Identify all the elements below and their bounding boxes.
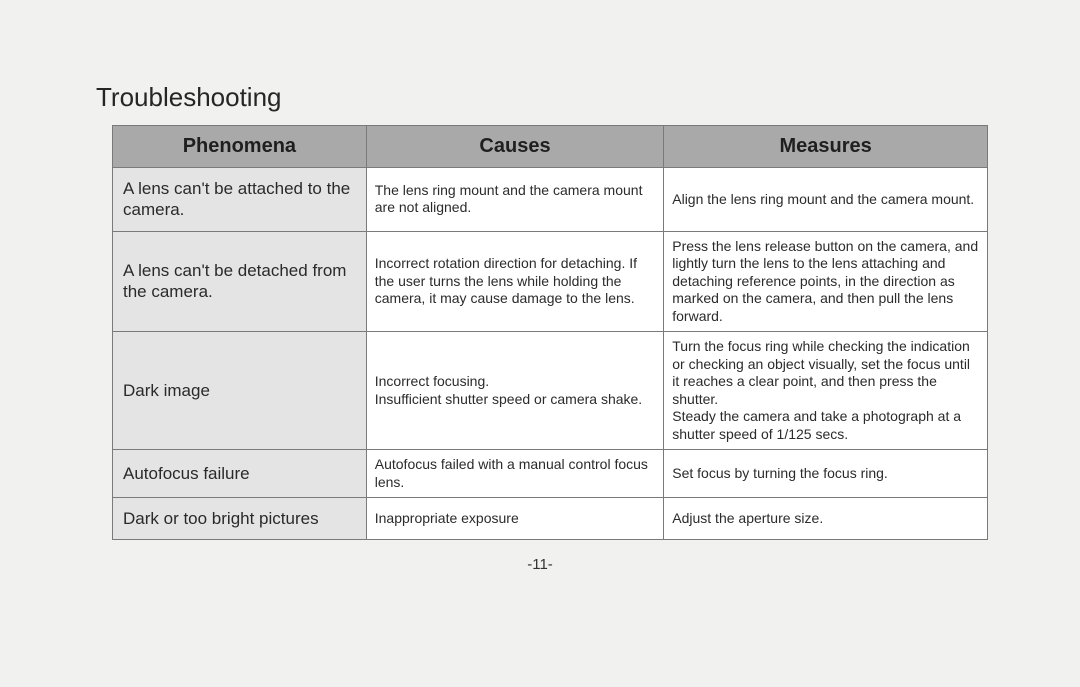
- cell-causes: Incorrect rotation direction for detachi…: [366, 231, 664, 332]
- heading-band: Troubleshooting: [88, 78, 1032, 119]
- table-row: A lens can't be detached from the camera…: [113, 231, 988, 332]
- cell-measures: Turn the focus ring while checking the i…: [664, 332, 988, 450]
- cell-phenomena: A lens can't be attached to the camera.: [113, 168, 367, 232]
- troubleshooting-table-wrap: Phenomena Causes Measures A lens can't b…: [112, 125, 988, 540]
- troubleshooting-table: Phenomena Causes Measures A lens can't b…: [112, 125, 988, 540]
- cell-causes: Inappropriate exposure: [366, 498, 664, 540]
- table-row: Autofocus failure Autofocus failed with …: [113, 450, 988, 498]
- cell-causes: Autofocus failed with a manual control f…: [366, 450, 664, 498]
- cell-phenomena: Dark or too bright pictures: [113, 498, 367, 540]
- cell-measures: Press the lens release button on the cam…: [664, 231, 988, 332]
- cell-causes: Incorrect focusing.Insufficient shutter …: [366, 332, 664, 450]
- cell-phenomena: Dark image: [113, 332, 367, 450]
- page-title: Troubleshooting: [96, 82, 1024, 113]
- table-row: Dark image Incorrect focusing.Insufficie…: [113, 332, 988, 450]
- col-header-phenomena: Phenomena: [113, 126, 367, 168]
- cell-measures: Adjust the aperture size.: [664, 498, 988, 540]
- table-row: Dark or too bright pictures Inappropriat…: [113, 498, 988, 540]
- page-number: -11-: [0, 556, 1080, 573]
- table-header-row: Phenomena Causes Measures: [113, 126, 988, 168]
- table-body: A lens can't be attached to the camera. …: [113, 168, 988, 540]
- cell-measures: Align the lens ring mount and the camera…: [664, 168, 988, 232]
- table-row: A lens can't be attached to the camera. …: [113, 168, 988, 232]
- cell-measures: Set focus by turning the focus ring.: [664, 450, 988, 498]
- cell-causes: The lens ring mount and the camera mount…: [366, 168, 664, 232]
- cell-phenomena: A lens can't be detached from the camera…: [113, 231, 367, 332]
- col-header-measures: Measures: [664, 126, 988, 168]
- document-page: Troubleshooting Phenomena Causes Measure…: [0, 0, 1080, 687]
- cell-phenomena: Autofocus failure: [113, 450, 367, 498]
- col-header-causes: Causes: [366, 126, 664, 168]
